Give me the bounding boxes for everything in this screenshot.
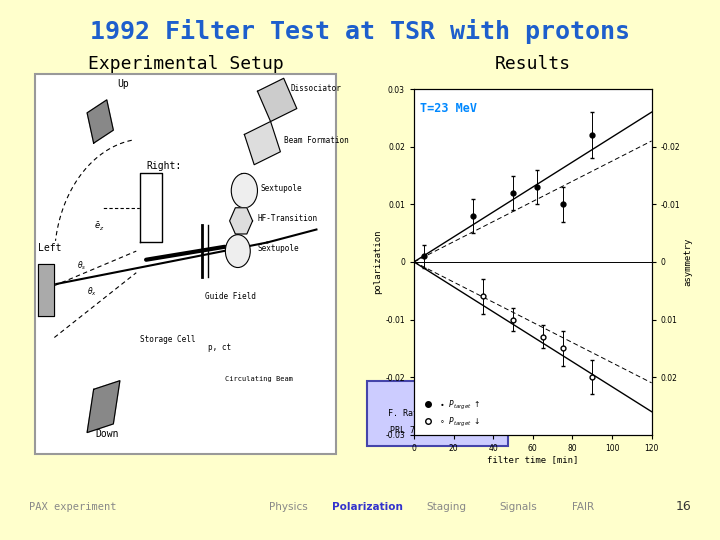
Text: Up: Up: [117, 79, 129, 89]
Polygon shape: [140, 173, 163, 242]
Text: Sextupole: Sextupole: [261, 184, 302, 193]
FancyBboxPatch shape: [367, 381, 508, 446]
Text: PRL 71, 1379 (1993): PRL 71, 1379 (1993): [390, 426, 485, 435]
Text: Experimental Setup: Experimental Setup: [88, 55, 283, 72]
X-axis label: filter time [min]: filter time [min]: [487, 456, 578, 464]
Polygon shape: [38, 264, 55, 316]
Text: $\theta_x$: $\theta_x$: [87, 285, 97, 298]
Text: Down: Down: [95, 429, 119, 439]
Polygon shape: [258, 78, 297, 122]
Text: p, ct: p, ct: [208, 343, 231, 353]
Text: Storage Cell: Storage Cell: [140, 335, 195, 344]
Text: Left: Left: [38, 243, 61, 253]
Legend: $\bullet$  $P_{target}$ $\uparrow$, $\circ$  $P_{target}$ $\downarrow$: $\bullet$ $P_{target}$ $\uparrow$, $\cir…: [418, 396, 483, 431]
Text: Right:: Right:: [146, 161, 181, 171]
Text: $\theta_s$: $\theta_s$: [77, 259, 86, 272]
FancyBboxPatch shape: [35, 74, 336, 454]
Y-axis label: polarization: polarization: [374, 230, 382, 294]
Text: Physics: Physics: [269, 502, 307, 511]
Text: $\bar{e}_z$: $\bar{e}_z$: [94, 221, 104, 233]
Text: Guide Field: Guide Field: [205, 292, 256, 301]
Polygon shape: [87, 100, 113, 143]
Circle shape: [231, 173, 258, 208]
Text: HF-Transition: HF-Transition: [258, 214, 318, 223]
Polygon shape: [244, 122, 280, 165]
Polygon shape: [230, 208, 253, 234]
Text: Polarization: Polarization: [332, 502, 402, 511]
Text: Beam Formation: Beam Formation: [284, 136, 348, 145]
Text: T=23 MeV: T=23 MeV: [420, 102, 477, 115]
Text: Signals: Signals: [500, 502, 537, 511]
Y-axis label: asymmetry: asymmetry: [683, 238, 692, 286]
Text: FAIR: FAIR: [572, 502, 594, 511]
Text: 16: 16: [675, 500, 691, 513]
Text: Dissociator: Dissociator: [290, 84, 341, 93]
Text: Staging: Staging: [426, 502, 467, 511]
Text: 1992 Filter Test at TSR with protons: 1992 Filter Test at TSR with protons: [90, 19, 630, 44]
Text: Circulating Beam: Circulating Beam: [225, 376, 293, 382]
Text: F. Rathmann, et al.,: F. Rathmann, et al.,: [387, 409, 487, 417]
Polygon shape: [87, 381, 120, 433]
Text: Sextupole: Sextupole: [258, 244, 299, 253]
Text: Results: Results: [495, 55, 571, 72]
Circle shape: [225, 235, 251, 267]
Text: PAX experiment: PAX experiment: [29, 502, 117, 511]
